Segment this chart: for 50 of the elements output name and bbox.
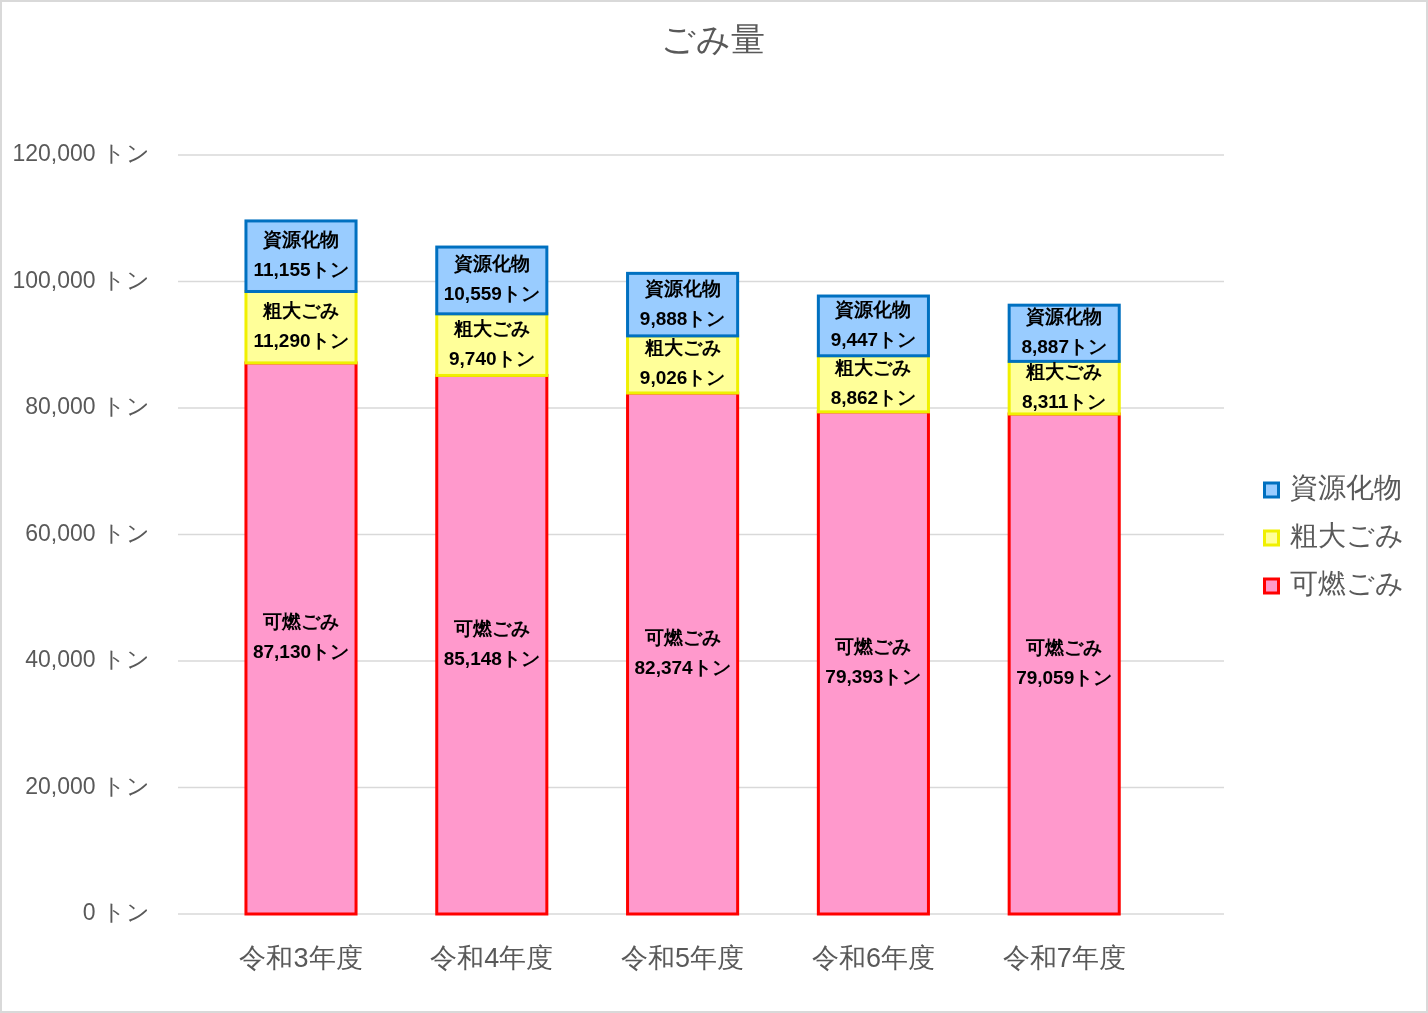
x-tick-label: 令和3年度 [239,943,363,974]
data-label: 79,059トン [1016,666,1113,688]
x-tick-label: 令和6年度 [811,943,935,974]
y-tick-label: 100,000 トン [12,266,150,293]
data-label: 9,026トン [639,367,726,389]
data-label: 9,447トン [830,328,917,350]
data-label: 82,374トン [634,656,731,678]
data-label: 9,740トン [449,347,535,369]
data-label: 8,887トン [1021,336,1107,358]
chart-title: ごみ量 [661,19,765,58]
text: 資源化物 [644,277,721,299]
y-tick-label: 0 トン [82,899,150,926]
bar [244,361,358,916]
x-tick-label: 令和4年度 [430,943,554,974]
text: 資源化物 [835,298,912,320]
legend-label: 粗大ごみ [1290,520,1404,552]
text: 資源化物 [453,253,530,275]
data-label: 9,888トン [639,307,726,329]
text: 粗大ごみ [835,356,912,378]
y-tick-label: 20,000 トン [25,772,150,799]
y-tick-label: 40,000 トン [25,646,150,673]
text: 粗大ごみ [1026,360,1103,382]
bar [626,391,740,916]
data-label: 85,148トン [443,647,540,669]
legend-label: 資源化物 [1290,472,1402,504]
x-tick-label: 令和5年度 [621,943,745,974]
text: 可燃ごみ [644,626,721,648]
data-label: 10,559トン [443,283,540,305]
data-label: 8,862トン [830,386,917,408]
legend-label: 可燃ごみ [1290,568,1404,600]
text: 可燃ごみ [453,617,530,639]
data-label: 8,311トン [1021,390,1107,412]
data-label: 11,155トン [253,259,349,281]
text: 粗大ごみ [453,317,530,339]
text: 粗大ごみ [644,337,721,359]
data-label: 87,130トン [252,641,350,663]
text: 可燃ごみ [1026,636,1103,658]
x-tick-label: 令和7年度 [1002,943,1126,974]
bar [1007,412,1121,916]
bar [816,410,930,916]
data-label: 11,290トン [253,330,349,352]
data-label: 79,393トン [825,665,922,687]
text: 粗大ごみ [263,300,339,322]
text: 可燃ごみ [263,611,339,633]
text: 可燃ごみ [835,635,912,657]
y-tick-label: 120,000 トン [12,140,150,167]
text: 資源化物 [1026,306,1103,328]
y-tick-label: 80,000 トン [25,393,150,420]
text: 資源化物 [263,229,339,251]
y-tick-label: 60,000 トン [25,519,150,546]
